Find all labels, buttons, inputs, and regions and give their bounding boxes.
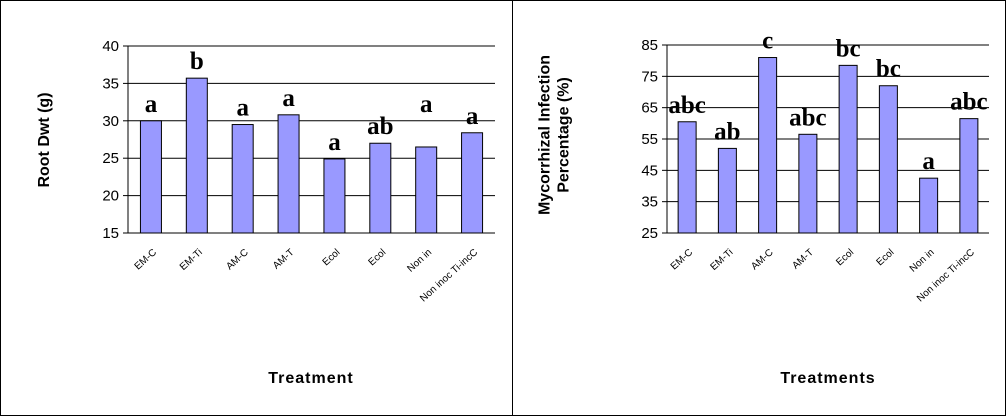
bar — [461, 132, 484, 234]
significance-label: a — [922, 148, 935, 175]
significance-label: b — [190, 48, 204, 75]
y-tick-label: 40 — [102, 38, 119, 55]
significance-label: a — [145, 91, 158, 118]
bar — [717, 147, 737, 234]
y-tick-label: 45 — [641, 162, 658, 179]
x-tick-label: AM-C — [224, 247, 250, 272]
significance-label: a — [466, 103, 479, 130]
bar — [758, 57, 778, 234]
bar — [139, 120, 162, 234]
y-tick-label: 35 — [641, 194, 658, 211]
bar — [919, 177, 939, 234]
x-tick-label: EM-C — [669, 247, 695, 272]
x-tick-label: Ecol — [367, 247, 389, 268]
x-tick-label: EM-Ti — [708, 247, 735, 273]
significance-label: abc — [668, 92, 706, 119]
x-tick-label: Ecol — [834, 247, 856, 268]
x-tick-label: AM-C — [749, 247, 775, 272]
bar — [677, 121, 697, 234]
x-tick-label: Ecol — [875, 247, 897, 268]
significance-label: a — [236, 95, 249, 122]
significance-label: c — [762, 28, 773, 55]
x-tick-label: AM-T — [790, 247, 816, 272]
x-tick-label: AM-T — [271, 247, 297, 272]
significance-label: abc — [789, 104, 827, 131]
x-tick-label: Non in — [405, 247, 434, 275]
bar — [959, 118, 979, 234]
y-tick-label: 75 — [641, 68, 658, 85]
root-dwt-chart-panel: 15 20 25 30 35 40 a EM-C b EM-Ti a AM-C a AM-T a Ecol ab… — [0, 0, 513, 416]
significance-label: abc — [950, 89, 988, 116]
bar — [798, 133, 818, 234]
y-axis-title: Root Dwt (g) — [36, 92, 53, 187]
bar — [185, 77, 208, 234]
root-dwt-chart: 15 20 25 30 35 40 a EM-C b EM-Ti a AM-C a AM-T a Ecol ab… — [36, 38, 495, 387]
bar — [277, 114, 300, 234]
significance-label: bc — [876, 56, 901, 83]
y-tick-label: 30 — [102, 113, 119, 130]
significance-label: ab — [714, 118, 740, 145]
y-axis-title: Percentage (%) — [556, 77, 573, 193]
y-tick-label: 65 — [641, 100, 658, 117]
significance-label: a — [282, 85, 295, 112]
bar — [838, 64, 858, 234]
y-tick-label: 15 — [102, 225, 119, 242]
bar — [878, 85, 898, 234]
y-tick-label: 55 — [641, 131, 658, 148]
y-tick-label: 25 — [102, 150, 119, 167]
mycorrhizal-infection-chart-panel: 25 35 45 55 65 75 85 abc EM-C ab EM-Ti c AM-C abc AM-T… — [512, 0, 1006, 416]
x-tick-label: Non in — [908, 247, 937, 275]
y-tick-label: 85 — [641, 37, 658, 54]
significance-label: a — [420, 91, 433, 118]
bar — [369, 142, 392, 234]
x-tick-label: Ecol — [321, 247, 343, 268]
bar — [323, 158, 346, 234]
y-tick-label: 25 — [641, 225, 658, 242]
y-tick-label: 35 — [102, 75, 119, 92]
y-axis-title: Mycorrhizal Infection — [537, 55, 554, 215]
x-axis-title: Treatment — [268, 370, 353, 387]
x-axis-title: Treatments — [780, 370, 875, 387]
x-tick-label: EM-Ti — [178, 247, 205, 273]
bar — [231, 124, 254, 234]
mycorrhizal-infection-chart: 25354555657585abcEM-CabEM-TicAM-CabcAM-T… — [537, 28, 989, 387]
y-tick-label: 20 — [102, 188, 119, 205]
significance-label: a — [328, 129, 341, 156]
significance-label: bc — [836, 35, 861, 62]
x-tick-label: EM-C — [133, 247, 159, 272]
bar — [415, 146, 438, 234]
significance-label: ab — [367, 113, 393, 140]
